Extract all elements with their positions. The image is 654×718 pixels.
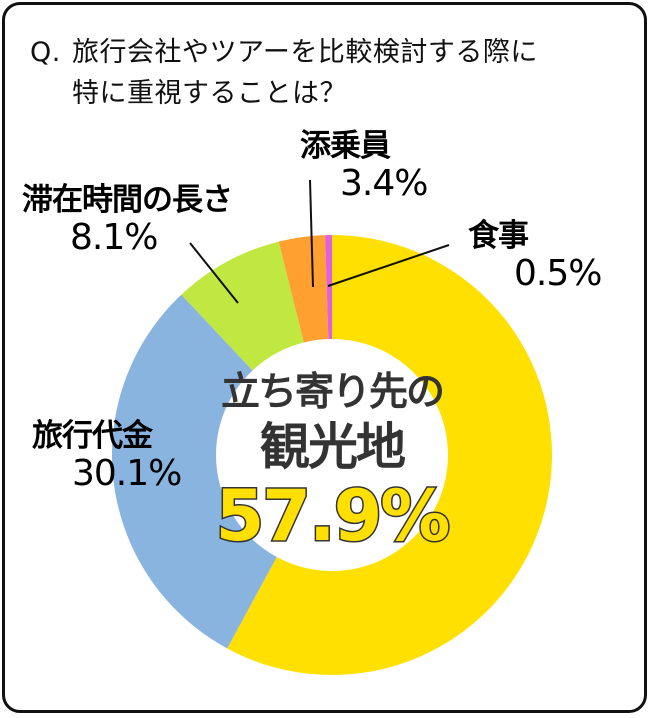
question-text: Q. 旅行会社やツアーを比較検討する際に 特に重視することは？ (30, 32, 630, 114)
label-price-name: 旅行代金 (32, 418, 153, 454)
label-stay-name: 滞在時間の長さ (22, 182, 233, 218)
question-prefix: Q. (30, 37, 61, 68)
slice-stay (181, 241, 304, 371)
label-meal-name: 食事 (468, 218, 529, 254)
label-guide: 添乗員 3.4% (300, 128, 428, 204)
slice-price (112, 294, 277, 649)
leader-line-meal (327, 244, 450, 287)
label-guide-name: 添乗員 (300, 128, 391, 164)
label-guide-pct: 3.4% (340, 163, 428, 204)
slice-guide (278, 235, 329, 343)
slice-meal (325, 235, 332, 340)
question-line-2: 特に重視することは？ (72, 78, 347, 109)
question-line-1: 旅行会社やツアーを比較検討する際に (72, 37, 538, 68)
slice-sightseeing (227, 235, 552, 675)
center-label-value: 57.9% (214, 475, 452, 558)
label-price: 旅行代金 30.1% (32, 418, 182, 494)
center-label: 立ち寄り先の 観光地 57.9% (190, 368, 474, 558)
center-label-line-2: 観光地 (260, 418, 406, 476)
label-stay-pct: 8.1% (70, 217, 158, 258)
leader-line-stay (189, 242, 239, 304)
label-meal: 食事 0.5% (468, 218, 602, 294)
label-price-pct: 30.1% (72, 453, 182, 494)
center-label-line-1: 立ち寄り先の (220, 370, 445, 415)
label-meal-pct: 0.5% (514, 253, 602, 294)
label-stay: 滞在時間の長さ 8.1% (22, 182, 233, 258)
leader-line-guide (309, 179, 314, 288)
